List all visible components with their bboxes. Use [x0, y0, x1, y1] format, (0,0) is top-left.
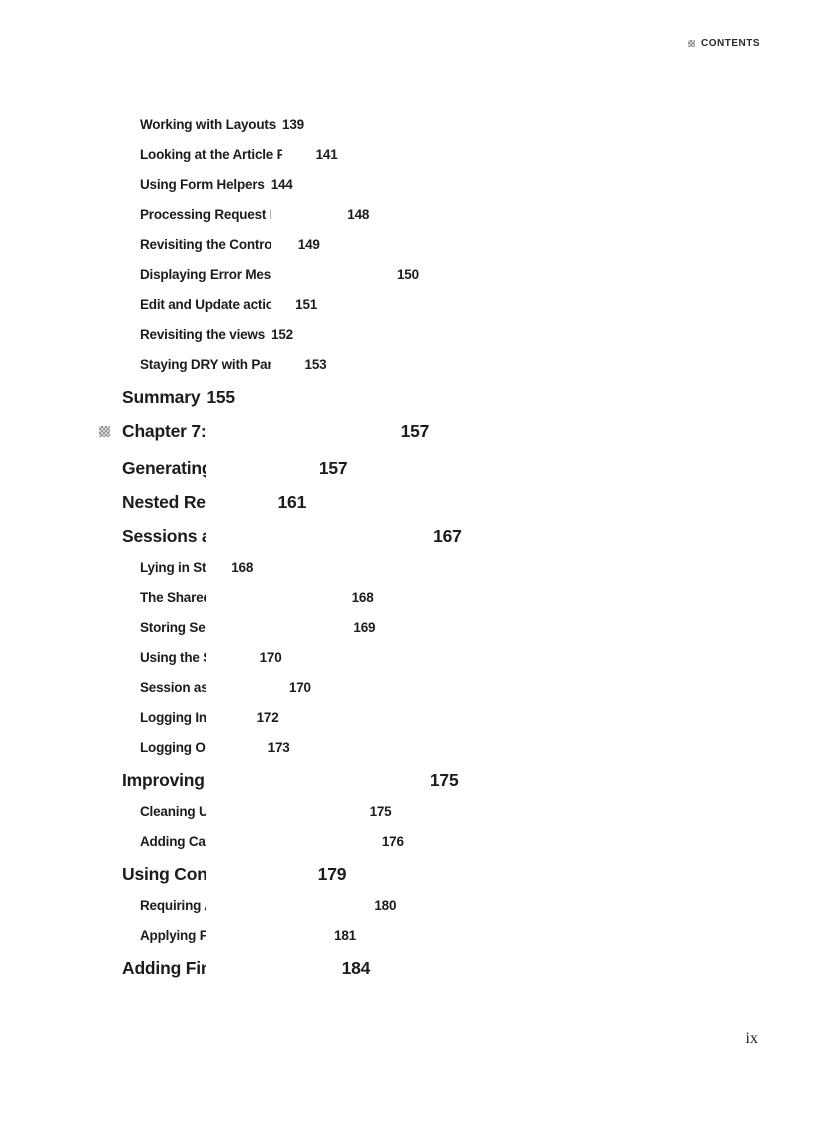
- toc-entry-page: 184: [341, 958, 738, 1123]
- page-header: CONTENTS: [688, 38, 760, 49]
- toc-entry: Looking at the Article Form 141: [122, 147, 738, 1123]
- toc-entry-title: Lying in State: [140, 560, 226, 575]
- toc-entry: Using Form Helpers 144: [122, 177, 738, 1123]
- toc-entry-title: Working with Layouts: [140, 117, 277, 132]
- toc-entry: Revisiting the Controller 149: [122, 237, 738, 1123]
- toc-entry-title: Summary: [122, 387, 201, 407]
- toc-entry-title: Revisiting the Controller: [140, 237, 292, 252]
- toc-entry-title: Staying DRY with Partials: [140, 357, 299, 372]
- toc-entry-title: Edit and Update actions: [140, 297, 290, 312]
- toc-entry: Edit and Update actions 151: [122, 297, 738, 1123]
- toc-entry-title: Revisiting the views: [140, 327, 266, 342]
- toc-list: Working with Layouts 139 Looking at the Ar…: [99, 117, 738, 1123]
- toc-entry: Working with Layouts 139: [122, 117, 738, 1123]
- toc-entry: Processing Request Parameters 148: [122, 207, 738, 1123]
- folio-page-number: ix: [745, 1030, 758, 1047]
- toc-entry-title: Using Form Helpers: [140, 177, 265, 192]
- toc-entry: Staying DRY with Partials 153: [122, 357, 738, 1123]
- toc-entry-title: Looking at the Article Form: [140, 147, 310, 162]
- checkered-square-icon: [688, 40, 695, 47]
- toc-entry: Summary 155: [122, 387, 738, 1123]
- toc-entry: Revisiting the views 152: [122, 327, 738, 1123]
- toc-entry: Displaying Error Messages in Templates 15…: [122, 267, 738, 1123]
- page-footer: ix: [746, 1030, 758, 1048]
- checkered-square-icon: [99, 426, 110, 437]
- header-label: CONTENTS: [701, 38, 760, 49]
